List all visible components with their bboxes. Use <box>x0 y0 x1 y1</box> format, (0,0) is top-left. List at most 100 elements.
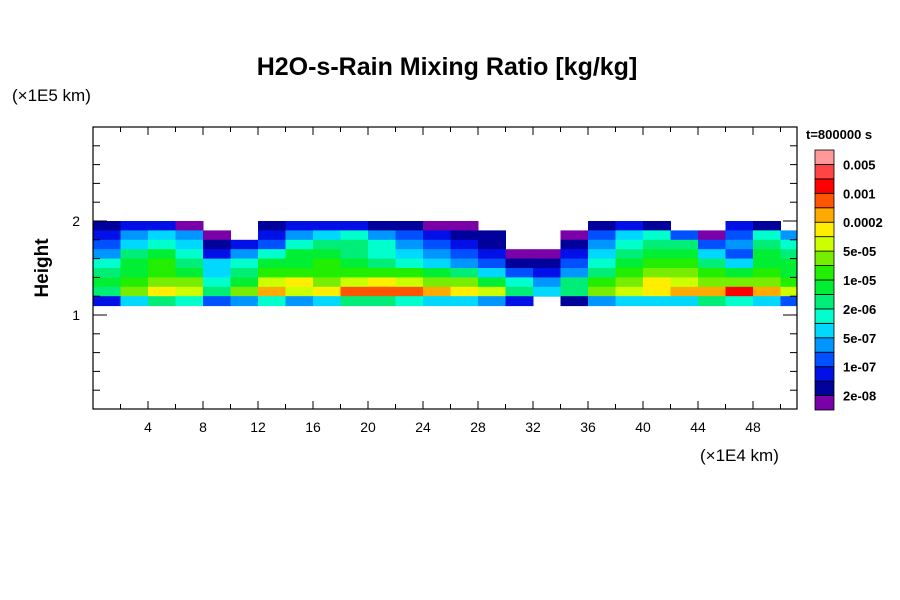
heatmap-cell <box>120 221 149 231</box>
colorbar-swatch <box>814 192 835 209</box>
heatmap-cell <box>670 286 699 297</box>
heatmap-cell <box>340 230 369 241</box>
heatmap-cell <box>423 249 451 260</box>
heatmap-cell <box>478 249 506 260</box>
heatmap-cell <box>148 268 176 278</box>
heatmap-cell <box>670 296 699 307</box>
heatmap-cell <box>725 239 754 250</box>
x-tick-label: 4 <box>144 419 152 435</box>
heatmap-cell <box>505 286 534 297</box>
heatmap-cell <box>175 277 204 288</box>
heatmap-cell <box>203 249 231 260</box>
heatmap-cell <box>560 249 589 260</box>
heatmap-cell <box>615 277 644 288</box>
heatmap-cell <box>230 258 259 269</box>
heatmap-cell <box>175 239 204 250</box>
colorbar-swatch <box>814 178 835 194</box>
heatmap-cell <box>533 258 561 269</box>
heatmap-cell <box>423 239 451 250</box>
heatmap-cell <box>560 258 589 269</box>
heatmap-cell <box>643 239 671 250</box>
heatmap-cell <box>478 286 506 297</box>
colorbar-swatch <box>814 236 835 252</box>
heatmap-cell <box>450 221 479 231</box>
x-tick-label: 28 <box>470 419 486 435</box>
heatmap-cell <box>175 268 204 278</box>
colorbar-swatch <box>814 308 835 324</box>
heatmap-cell <box>588 286 616 297</box>
heatmap-cell <box>753 286 781 297</box>
heatmap-cell <box>203 258 231 269</box>
heatmap-cell <box>588 249 616 260</box>
heatmap-cell <box>560 296 589 307</box>
x-tick-label: 12 <box>250 419 266 435</box>
heatmap-cell <box>395 221 424 231</box>
colorbar-swatch <box>814 395 835 411</box>
heatmap-cell <box>615 221 644 231</box>
heatmap-cell <box>615 230 644 241</box>
heatmap-cell <box>780 239 798 250</box>
colorbar-label: 5e-05 <box>843 244 876 259</box>
heatmap-cell <box>780 277 798 288</box>
y-axis-label: Height <box>32 238 53 298</box>
heatmap-cell <box>285 239 314 250</box>
heatmap-cell <box>368 230 396 241</box>
heatmap-cell <box>505 249 534 260</box>
heatmap-cell <box>780 230 798 241</box>
heatmap-cell <box>230 296 259 307</box>
heatmap-cell <box>780 268 798 278</box>
heatmap-cell <box>285 221 314 231</box>
heatmap-cell <box>285 268 314 278</box>
heatmap-cell <box>698 286 726 297</box>
heatmap-cell <box>368 239 396 250</box>
heatmap-cell <box>698 268 726 278</box>
heatmap-cell <box>478 258 506 269</box>
heatmap-cell <box>313 258 341 269</box>
heatmap-cell <box>450 296 479 307</box>
colorbar: 2e-08 1e-07 5e-07 2e-06 1e-05 5e-05 0.0002 0.00… <box>814 149 883 411</box>
heatmap-cell <box>450 268 479 278</box>
heatmap-cell <box>670 277 699 288</box>
colorbar-swatch <box>814 149 835 165</box>
heatmap-cell <box>203 230 231 241</box>
heatmap-cell <box>148 221 176 231</box>
heatmap-cell <box>340 296 369 307</box>
heatmap-cell <box>340 277 369 288</box>
heatmap-cell <box>423 230 451 241</box>
colorbar-label: 0.005 <box>843 157 876 172</box>
heatmap-cell <box>423 268 451 278</box>
heatmap-cell <box>258 221 286 231</box>
heatmap-cell <box>670 230 699 241</box>
heatmap-cell <box>120 249 149 260</box>
heatmap-cell <box>423 258 451 269</box>
heatmap-cell <box>643 230 671 241</box>
heatmap-cell <box>725 258 754 269</box>
heatmap-cell <box>450 230 479 241</box>
heatmap-cell <box>120 239 149 250</box>
heatmap-cell <box>615 286 644 297</box>
colorbar-swatch <box>814 337 835 353</box>
heatmap-cell <box>175 249 204 260</box>
heatmap-cell <box>450 277 479 288</box>
heatmap-cell <box>725 249 754 260</box>
heatmap-cell <box>560 286 589 297</box>
heatmap-cell <box>120 277 149 288</box>
heatmap-cell <box>753 230 781 241</box>
heatmap-cell <box>120 286 149 297</box>
heatmap-cell <box>203 268 231 278</box>
heatmap-cell <box>423 221 451 231</box>
heatmap-cell <box>533 249 561 260</box>
heatmap-cell <box>313 230 341 241</box>
heatmap-cell <box>395 296 424 307</box>
colorbar-label: 2e-06 <box>843 302 876 317</box>
heatmap-cell <box>698 258 726 269</box>
heatmap-cell <box>340 286 369 297</box>
heatmap-cell <box>148 258 176 269</box>
heatmap-cell <box>615 296 644 307</box>
heatmap-cell <box>395 230 424 241</box>
heatmap-cells <box>93 221 798 307</box>
heatmap-cell <box>313 286 341 297</box>
heatmap-cell <box>505 268 534 278</box>
heatmap-cell <box>753 268 781 278</box>
